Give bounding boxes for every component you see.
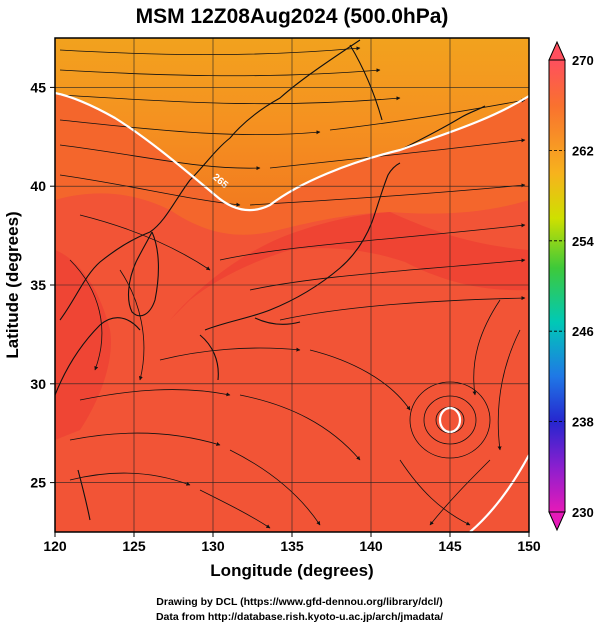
map-title: MSM 12Z08Aug2024 (500.0hPa) [136,5,449,28]
colorbar-label: 270 [572,53,594,68]
y-tick-label: 30 [30,376,46,392]
contour-southeast [469,454,529,532]
x-tick-label: 125 [122,538,146,554]
y-tick-label: 45 [30,79,46,95]
honshu [204,162,401,331]
credit-data: Data from http://database.rish.kyoto-u.a… [155,611,444,623]
x-tick-label: 120 [43,538,67,554]
y-axis-title: Latitude (degrees) [3,211,22,358]
y-axis: 25 30 35 40 45 [30,79,55,491]
streamlines [59,46,526,529]
credit-drawing: Drawing by DCL (https://www.gfd-dennou.o… [156,596,443,608]
colorbar-scale [548,59,566,513]
colorbar-label: 246 [572,324,594,339]
colorbar-bottom-arrow [548,511,566,532]
colorbar-label: 238 [572,415,594,430]
colorbar-ticks: 270 262 254 246 238 230 [549,53,594,520]
colorbar-top-arrow [548,40,566,61]
orange-transition-band [55,93,529,235]
x-tick-label: 130 [201,538,225,554]
colorbar-label: 262 [572,143,594,158]
taiwan [77,469,91,521]
contour-north [55,91,529,212]
lat-lon-grid [55,38,529,532]
temperature-field: 265 [55,38,529,532]
korean-peninsula [127,231,159,317]
kyushu-shikoku [199,317,301,381]
x-tick-label: 145 [438,538,462,554]
colorbar-label: 254 [572,234,594,249]
sakhalin-hokkaido [349,44,486,151]
x-axis: 120 125 130 135 140 145 150 [43,532,541,554]
x-axis-title: Longitude (degrees) [210,561,373,580]
x-tick-label: 150 [517,538,541,554]
coastlines [55,39,486,521]
asia-coastline [59,39,361,321]
red-band [170,212,529,320]
colorbar-label: 230 [572,505,594,520]
y-tick-label: 40 [30,178,46,194]
x-tick-label: 135 [280,538,304,554]
x-tick-label: 140 [359,538,383,554]
china-coast [55,317,141,396]
y-tick-label: 35 [30,277,46,293]
y-tick-label: 25 [30,475,46,491]
colorbar: 270 262 254 246 238 230 [548,40,594,532]
